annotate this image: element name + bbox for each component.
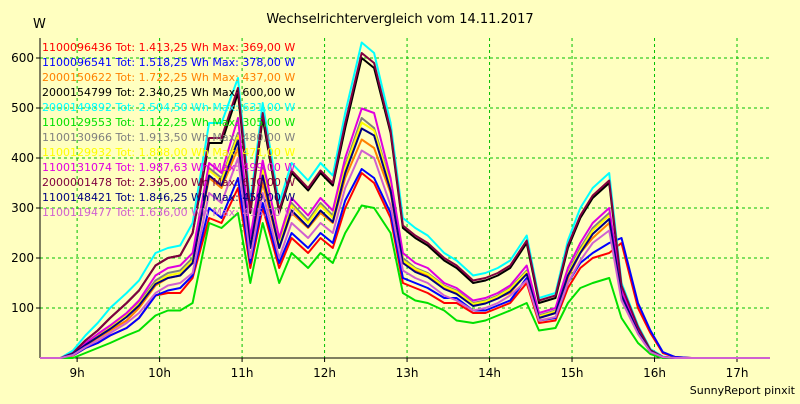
legend-entry-2: 1100096541 Tot: 1.518,25 Wh Max: 378,00 … — [42, 56, 295, 69]
legend-entry-7: 1100130966 Tot: 1.913,50 Wh Max: 480,00 … — [42, 131, 295, 144]
series-line-12 — [40, 149, 770, 359]
legend-entry-9: 1100131074 Tot: 1.987,63 Wh Max: 499,00 … — [42, 161, 295, 174]
y-tick-label: 500 — [11, 101, 34, 115]
x-tick-label: 16h — [643, 366, 666, 380]
legend-entry-12: 1100119477 Tot: 1.636,00 Wh Max: 415,00 … — [42, 206, 295, 219]
x-tick-label: 10h — [148, 366, 171, 380]
y-tick-label: 600 — [11, 51, 34, 65]
footer-credit: SunnyReport pinxit — [690, 384, 796, 397]
legend-entry-3: 2000150622 Tot: 1.722,25 Wh Max: 437,00 … — [42, 71, 295, 84]
series-line-6 — [40, 204, 770, 359]
y-tick-label: 100 — [11, 301, 34, 315]
y-tick-label: 200 — [11, 251, 34, 265]
legend-entry-11: 1100148421 Tot: 1.846,25 Wh Max: 459,00 … — [42, 191, 295, 204]
x-tick-label: 11h — [231, 366, 254, 380]
legend-entry-4: 2000154799 Tot: 2.340,25 Wh Max: 600,00 … — [42, 86, 295, 99]
series-line-10 — [40, 52, 770, 359]
series-line-1 — [40, 172, 770, 359]
y-tick-label: 300 — [11, 201, 34, 215]
legend-entry-8: 1100129932 Tot: 1.888,00 Wh Max: 471,00 … — [42, 146, 295, 159]
legend-entry-5: 2000149892 Tot: 2.504,50 Wh Max: 631,00 … — [42, 101, 295, 114]
chart-title: Wechselrichtervergleich vom 14.11.2017 — [266, 12, 533, 27]
series-line-2 — [40, 168, 770, 359]
y-tick-label: 400 — [11, 151, 34, 165]
x-tick-label: 15h — [561, 366, 584, 380]
x-tick-label: 17h — [726, 366, 749, 380]
y-axis-label: W — [33, 17, 46, 32]
x-tick-label: 9h — [69, 366, 84, 380]
legend-entry-6: 1100129553 Tot: 1.122,25 Wh Max: 305,00 … — [42, 116, 295, 129]
x-tick-label: 12h — [313, 366, 336, 380]
x-tick-label: 13h — [396, 366, 419, 380]
legend-entry-10: 2000001478 Tot: 2.395,00 Wh Max: 610,00 … — [42, 176, 295, 189]
x-tick-label: 14h — [478, 366, 501, 380]
legend-entry-1: 1100096436 Tot: 1.413,25 Wh Max: 369,00 … — [42, 41, 295, 54]
